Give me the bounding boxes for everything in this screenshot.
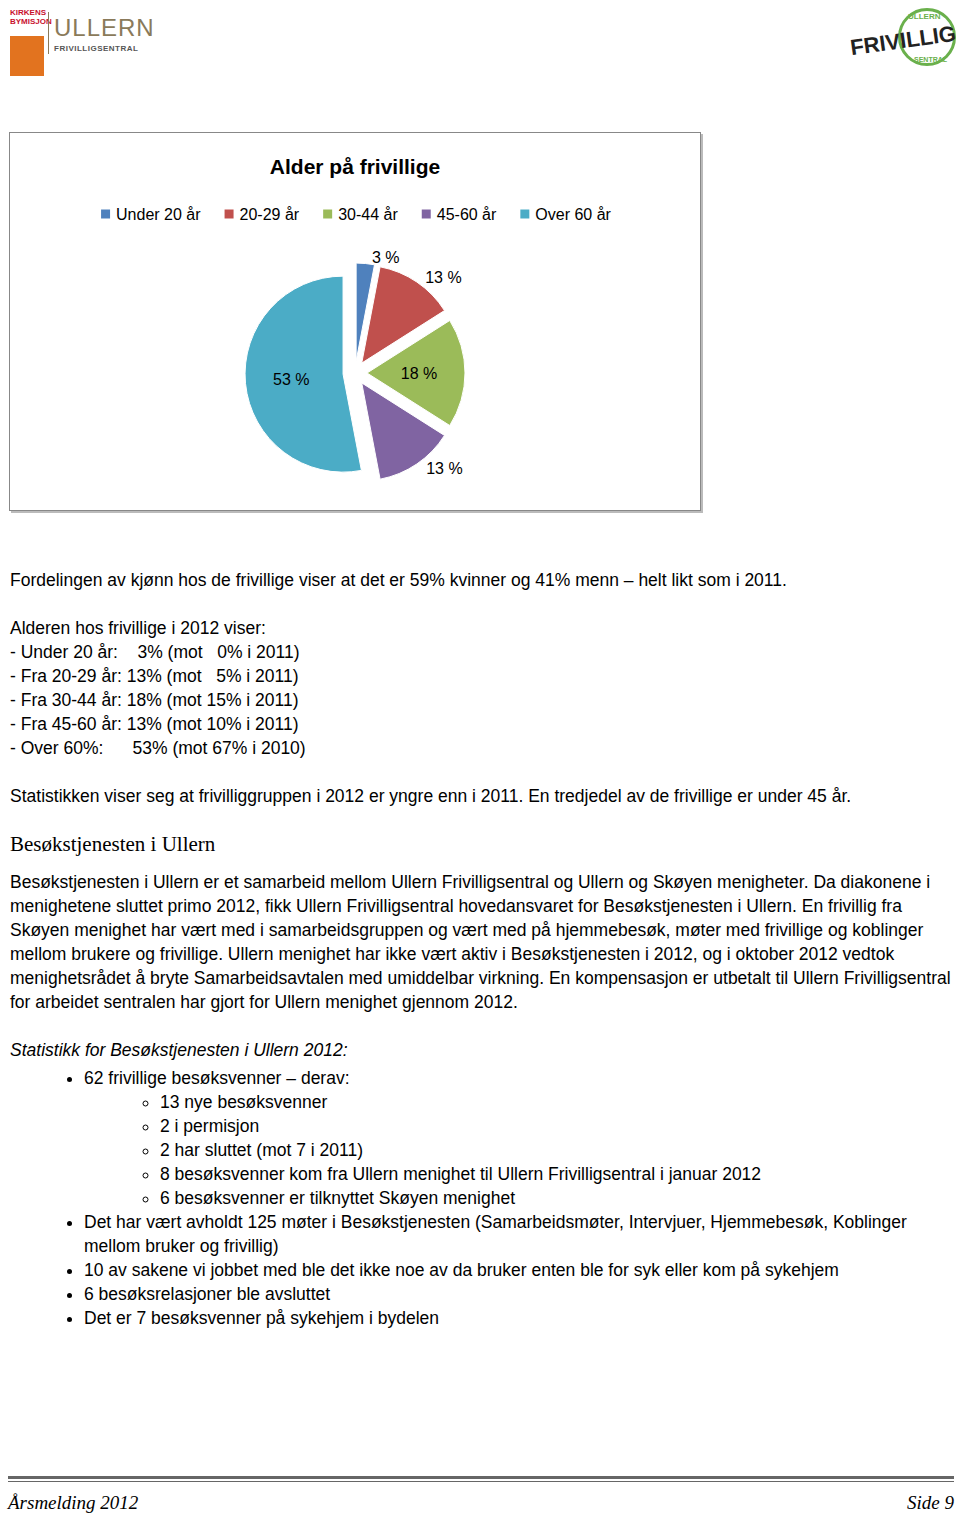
html-text:- Under 20 år: 3% (mot 0% i 20: - Under 20 år: 3% (mot 0% i 2011) xyxy=(10,642,300,662)
html-text:6 besøksvenner er tilknyttet S: 6 besøksvenner er tilknyttet Skøyen meni… xyxy=(160,1188,515,1208)
html-text:FRIVILLIGSENTRAL: FRIVILLIGSENTRAL xyxy=(54,44,139,53)
html-text:Statistikken viser seg at friv: Statistikken viser seg at frivilliggrupp… xyxy=(10,786,852,806)
html-text:- Fra 45-60 år: 13% (mot 10% i: - Fra 45-60 år: 13% (mot 10% i 2011) xyxy=(10,714,299,734)
html-text:10 av sakene vi jobbet med ble: 10 av sakene vi jobbet med ble det ikke … xyxy=(84,1260,839,1280)
svg-text:18 %: 18 % xyxy=(401,365,437,382)
html-text:- Fra 30-44 år: 18% (mot 15% i: - Fra 30-44 år: 18% (mot 15% i 2011) xyxy=(10,690,299,710)
svg-text:13 %: 13 % xyxy=(426,460,462,477)
html-text:8 besøksvenner kom fra Ullern: 8 besøksvenner kom fra Ullern menighet t… xyxy=(160,1164,762,1184)
html-text:Besøkstjenesten i Ullern er et: Besøkstjenesten i Ullern er et samarbeid… xyxy=(10,872,951,1012)
html-text:ULLERN: ULLERN xyxy=(908,12,941,21)
html-text:Det er 7 besøksvenner på sykeh: Det er 7 besøksvenner på sykehjem i byde… xyxy=(84,1308,439,1328)
svg-text:13 %: 13 % xyxy=(425,269,461,286)
html-text:6 besøksrelasjoner ble avslutt: 6 besøksrelasjoner ble avsluttet xyxy=(84,1284,331,1304)
svg-text:30-44 år: 30-44 år xyxy=(338,206,398,223)
html-text:Det har vært avholdt 125 møter: Det har vært avholdt 125 møter i Besøkst… xyxy=(84,1212,907,1256)
html-text:13 nye besøksvenner: 13 nye besøksvenner xyxy=(160,1092,328,1112)
html-text:ULLERN: ULLERN xyxy=(54,14,155,41)
svg-text:3 %: 3 % xyxy=(372,249,400,266)
html-text:- Over 60%: 53% (mot 67% i 201: - Over 60%: 53% (mot 67% i 2010) xyxy=(10,738,306,758)
html-text:2 har sluttet (mot 7 i 2011): 2 har sluttet (mot 7 i 2011) xyxy=(160,1140,363,1160)
html-text:Besøkstjenesten i Ullern: Besøkstjenesten i Ullern xyxy=(10,832,216,856)
html-text:2 i permisjon: 2 i permisjon xyxy=(160,1116,260,1136)
html-text:Årsmelding 2012: Årsmelding 2012 xyxy=(8,1492,139,1513)
html-text:Fordelingen av kjønn hos de fr: Fordelingen av kjønn hos de frivillige v… xyxy=(10,570,787,590)
html-text:Statistikk for Besøkstjenesten: Statistikk for Besøkstjenesten i Ullern … xyxy=(10,1040,348,1060)
html-text:FRIVILLIG: FRIVILLIG xyxy=(848,20,958,61)
svg-text:53 %: 53 % xyxy=(273,371,309,388)
svg-text:45-60 år: 45-60 år xyxy=(437,206,497,223)
svg-text:Over 60 år: Over 60 år xyxy=(535,206,611,223)
html-text:SENTRAL: SENTRAL xyxy=(914,56,948,63)
html-text:KIRKENS: KIRKENS xyxy=(10,8,46,17)
svg-text:Under 20 år: Under 20 år xyxy=(116,206,201,223)
html-text:Side 9: Side 9 xyxy=(907,1492,954,1513)
html-text:62 frivillige besøksvenner – d: 62 frivillige besøksvenner – derav: xyxy=(84,1068,350,1088)
svg-text:Alder på frivillige: Alder på frivillige xyxy=(270,155,440,178)
html-text:Alderen hos frivillige i 2012: Alderen hos frivillige i 2012 viser: xyxy=(10,618,266,638)
html-text:BYMISJON: BYMISJON xyxy=(10,17,52,26)
html-text:- Fra 20-29 år: 13% (mot 5% i: - Fra 20-29 år: 13% (mot 5% i 2011) xyxy=(10,666,299,686)
svg-text:20-29 år: 20-29 år xyxy=(240,206,300,223)
